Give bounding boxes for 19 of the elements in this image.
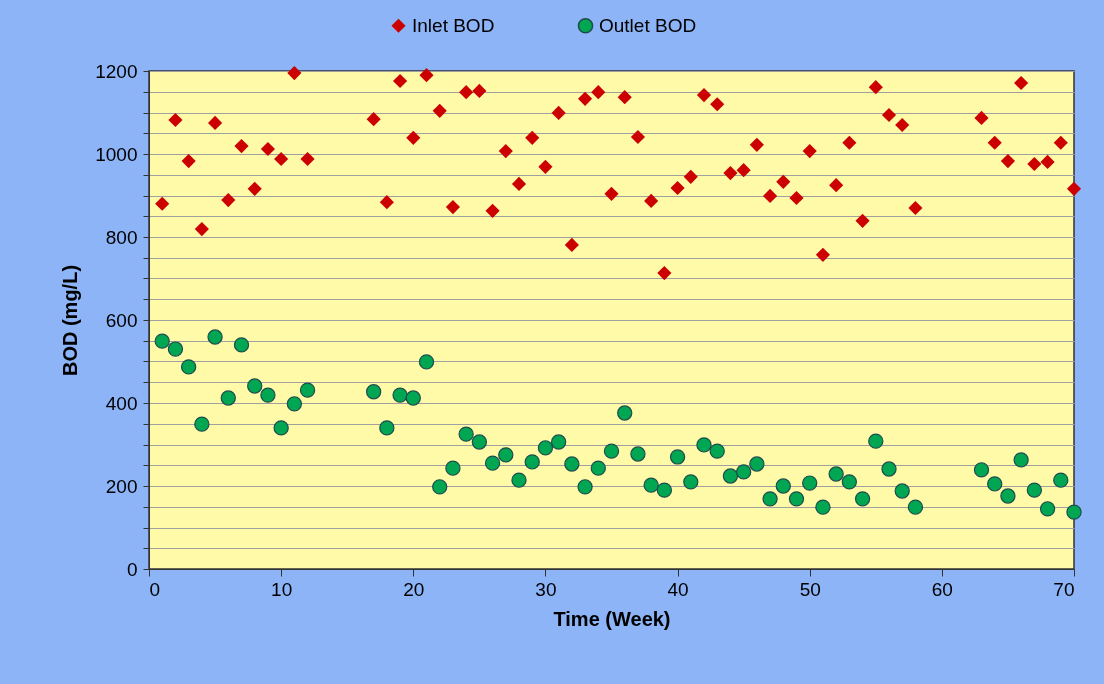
y-tick-label: 400: [105, 392, 138, 414]
y-tick-label: 1000: [95, 143, 138, 165]
x-axis-title: Time (Week): [553, 607, 671, 630]
x-tick-label: 30: [535, 578, 557, 600]
x-tick-label: 60: [931, 578, 953, 600]
x-tick-label: 0: [149, 578, 161, 600]
y-tick-label: 0: [126, 558, 138, 580]
x-tick-label: 70: [1053, 578, 1075, 600]
x-tick-label: 10: [271, 578, 293, 600]
y-tick-label: 1200: [95, 60, 138, 82]
y-axis-title: BOD (mg/L): [59, 264, 82, 377]
x-tick-label: 50: [799, 578, 821, 600]
y-tick-label: 200: [105, 475, 138, 497]
y-tick-label: 600: [105, 309, 138, 331]
x-tick-label: 20: [403, 578, 425, 600]
legend-label: Outlet BOD: [599, 14, 697, 36]
x-tick-label: 40: [667, 578, 689, 600]
legend-label: Inlet BOD: [412, 14, 495, 36]
y-tick-label: 800: [105, 226, 138, 248]
